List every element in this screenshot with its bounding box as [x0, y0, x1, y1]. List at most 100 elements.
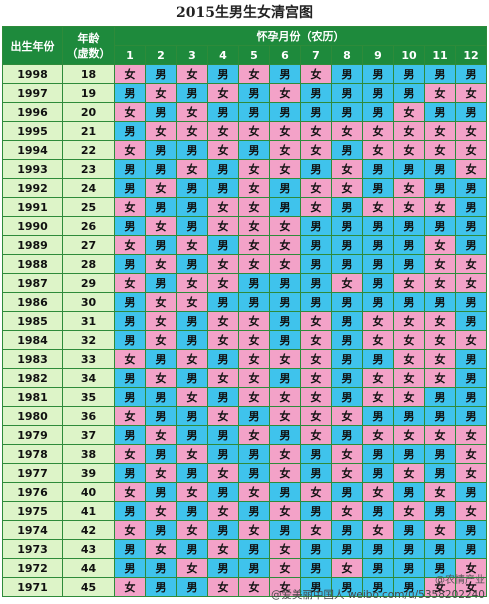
gender-cell: 女 [393, 121, 425, 141]
gender-cell: 男 [424, 387, 456, 407]
birth-year-cell: 1976 [2, 482, 63, 502]
gender-cell: 女 [207, 273, 239, 293]
gender-cell: 男 [362, 273, 394, 293]
gender-cell: 男 [331, 292, 363, 312]
gender-cell: 男 [238, 444, 270, 464]
gender-cell: 女 [145, 539, 177, 559]
gender-cell: 男 [269, 368, 301, 388]
gender-cell: 男 [269, 178, 301, 198]
gender-cell: 男 [238, 140, 270, 160]
gender-cell: 男 [362, 64, 394, 84]
gender-cell: 男 [300, 102, 332, 122]
gender-cell: 女 [238, 520, 270, 540]
gender-cell: 男 [331, 216, 363, 236]
gender-cell: 男 [393, 539, 425, 559]
gender-cell: 女 [454, 577, 488, 597]
gender-cell: 男 [424, 558, 456, 578]
birth-year-cell: 1995 [2, 121, 63, 141]
gender-cell: 女 [176, 121, 208, 141]
gender-cell: 女 [454, 425, 488, 445]
gender-cell: 女 [454, 330, 488, 350]
gender-cell: 男 [238, 273, 270, 293]
header-birth-year: 出生年份 [2, 26, 63, 65]
gender-cell: 男 [114, 330, 146, 350]
header-month-5: 5 [238, 45, 270, 65]
gender-cell: 男 [331, 64, 363, 84]
gender-cell: 女 [207, 121, 239, 141]
gender-cell: 男 [269, 482, 301, 502]
gender-cell: 女 [145, 368, 177, 388]
gender-cell: 男 [114, 254, 146, 274]
gender-cell: 女 [454, 444, 488, 464]
gender-cell: 女 [331, 406, 363, 426]
age-cell: 28 [62, 254, 115, 274]
gender-cell: 女 [393, 501, 425, 521]
gender-cell: 女 [454, 140, 488, 160]
gender-cell: 男 [114, 311, 146, 331]
gender-cell: 男 [393, 216, 425, 236]
gender-cell: 女 [114, 64, 146, 84]
gender-cell: 女 [331, 444, 363, 464]
gender-cell: 男 [454, 292, 488, 312]
gender-cell: 女 [331, 159, 363, 179]
gender-cell: 男 [114, 159, 146, 179]
gender-cell: 男 [114, 558, 146, 578]
gender-cell: 女 [238, 235, 270, 255]
gender-cell: 男 [300, 539, 332, 559]
gender-cell: 女 [176, 292, 208, 312]
gender-cell: 男 [454, 216, 488, 236]
gender-cell: 女 [207, 577, 239, 597]
gender-cell: 男 [454, 482, 488, 502]
table-row: 1990 26 男女男女女女男男男男男男 [2, 216, 488, 236]
birth-year-cell: 1990 [2, 216, 63, 236]
age-cell: 18 [62, 64, 115, 84]
gender-cell: 男 [176, 83, 208, 103]
header-month-12: 12 [454, 45, 488, 65]
gender-cell: 男 [176, 406, 208, 426]
gender-cell: 男 [176, 577, 208, 597]
gender-cell: 女 [331, 121, 363, 141]
table-row: 1986 30 男女女男男男男男男男男男 [2, 292, 488, 312]
gender-cell: 男 [362, 558, 394, 578]
birth-year-cell: 1986 [2, 292, 63, 312]
birth-year-cell: 1972 [2, 558, 63, 578]
gender-cell: 男 [362, 102, 394, 122]
age-cell: 37 [62, 425, 115, 445]
gender-cell: 男 [207, 444, 239, 464]
gender-cell: 女 [393, 178, 425, 198]
table-row: 1987 29 女男女女男男男女男女女女 [2, 273, 488, 293]
gender-cell: 男 [362, 83, 394, 103]
gender-cell: 女 [114, 520, 146, 540]
gender-cell: 男 [114, 121, 146, 141]
gender-cell: 女 [393, 368, 425, 388]
gender-cell: 男 [269, 425, 301, 445]
gender-cell: 男 [300, 577, 332, 597]
gender-cell: 男 [362, 178, 394, 198]
gender-cell: 女 [300, 330, 332, 350]
gender-cell: 女 [176, 444, 208, 464]
birth-year-cell: 1980 [2, 406, 63, 426]
gender-cell: 男 [145, 387, 177, 407]
gender-cell: 女 [300, 387, 332, 407]
gender-cell: 女 [269, 387, 301, 407]
gender-cell: 男 [176, 501, 208, 521]
gender-cell: 女 [454, 121, 488, 141]
gender-cell: 女 [238, 254, 270, 274]
gender-cell: 男 [424, 64, 456, 84]
gender-cell: 男 [393, 254, 425, 274]
gender-cell: 男 [176, 216, 208, 236]
gender-cell: 男 [114, 425, 146, 445]
gender-cell: 男 [176, 463, 208, 483]
gender-cell: 女 [362, 197, 394, 217]
gender-cell: 男 [331, 102, 363, 122]
gender-cell: 男 [238, 83, 270, 103]
table-row: 1996 20 女男女男男男男男男女男男 [2, 102, 488, 122]
gender-cell: 男 [269, 520, 301, 540]
header-age: 年龄 （虚数） [62, 26, 115, 65]
gender-cell: 女 [269, 254, 301, 274]
header-age-line2: （虚数） [66, 46, 111, 60]
gender-cell: 女 [238, 178, 270, 198]
gender-cell: 男 [145, 406, 177, 426]
gender-cell: 男 [362, 406, 394, 426]
gender-cell: 女 [114, 235, 146, 255]
